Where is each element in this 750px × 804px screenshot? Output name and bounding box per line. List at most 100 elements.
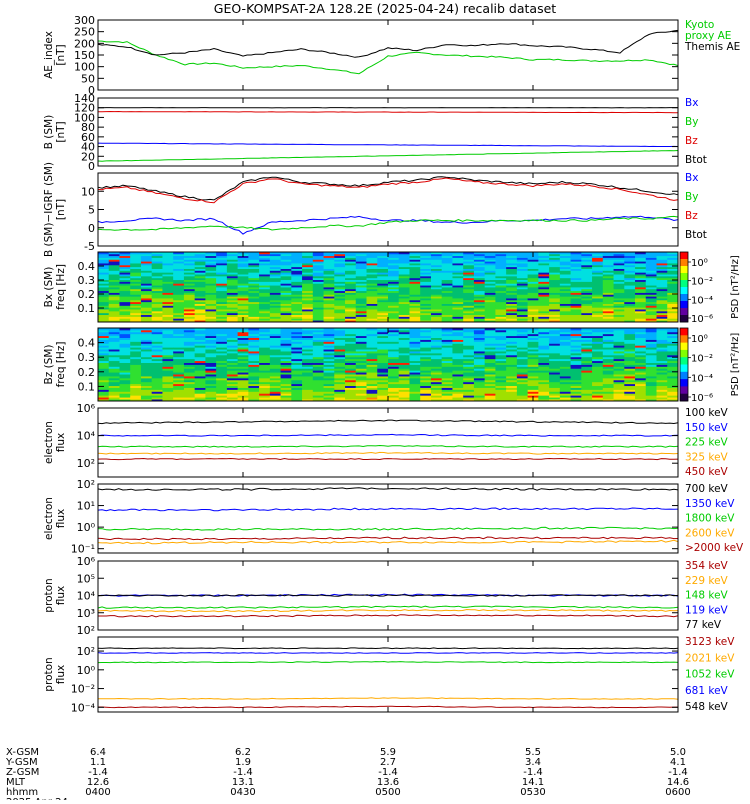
legend-entry: 229 keV xyxy=(685,575,729,587)
colorbar-segment xyxy=(680,335,688,343)
series-line-100-kev xyxy=(98,420,678,424)
series-line-by xyxy=(98,216,678,230)
y-tick-label: 50 xyxy=(81,72,95,85)
colorbar-label: PSD [nT²/Hz] xyxy=(730,333,741,397)
series-line-2600-kev xyxy=(98,540,678,543)
legend-entry: >2000 keV xyxy=(685,542,744,554)
colorbar-tick-label: 10⁻⁴ xyxy=(691,295,713,306)
y-tick-label: 100 xyxy=(74,61,95,74)
y-tick-label: 0.4 xyxy=(78,260,96,273)
colorbar-segment xyxy=(680,328,688,336)
panel-frame xyxy=(98,408,678,477)
colorbar-segment xyxy=(680,308,688,315)
y-tick-label: 10² xyxy=(77,457,95,470)
x-axis-value: 0530 xyxy=(520,787,545,798)
colorbar-segment xyxy=(680,394,688,402)
y-tick-label: 0.1 xyxy=(78,302,96,315)
colorbar-tick-label: 10⁰ xyxy=(691,334,708,345)
y-tick-label: 5 xyxy=(88,204,95,217)
legend-entry: Bz xyxy=(685,210,698,222)
legend-entry: 225 keV xyxy=(685,437,729,449)
y-tick-label: 150 xyxy=(74,49,95,62)
series-line-354-kev xyxy=(98,615,678,617)
series-line--2000-kev xyxy=(98,537,678,540)
x-axis-value: 0500 xyxy=(375,787,400,798)
y-axis-label: freq [Hz] xyxy=(55,264,67,310)
colorbar-tick-label: 10⁻⁶ xyxy=(691,393,713,404)
y-tick-label: 10¹ xyxy=(77,500,95,513)
y-tick-label: 0.1 xyxy=(78,380,96,393)
colorbar-segment xyxy=(680,357,688,365)
y-tick-label: 0.3 xyxy=(78,351,96,364)
series-line-by xyxy=(98,151,678,162)
colorbar-tick-label: 10⁻² xyxy=(691,354,713,365)
colorbar-segment xyxy=(680,266,688,273)
colorbar-segment xyxy=(680,343,688,351)
y-axis-label: [nT] xyxy=(55,199,67,220)
y-axis-label: flux xyxy=(55,665,67,684)
y-tick-label: 250 xyxy=(74,26,95,39)
series-line-themis-ae xyxy=(98,30,678,57)
figure-title: GEO-KOMPSAT-2A 128.2E (2025-04-24) recal… xyxy=(214,1,557,16)
series-line-btot xyxy=(98,177,678,200)
y-tick-label: 10⁰ xyxy=(77,521,96,534)
series-line-1350-kev xyxy=(98,508,678,511)
legend-entry: 1800 keV xyxy=(685,513,735,525)
colorbar-tick-label: 10⁻² xyxy=(691,277,713,288)
legend-entry: 1350 keV xyxy=(685,498,735,510)
y-tick-label: 10⁰ xyxy=(77,664,96,677)
y-tick-label: 10⁴ xyxy=(77,430,96,443)
y-tick-label: 10⁻⁴ xyxy=(71,701,96,714)
series-line-150-kev xyxy=(98,434,678,436)
series-line-548-kev xyxy=(98,648,678,649)
y-axis-label: proton xyxy=(43,657,55,691)
y-axis-label: B (SM)−IGRF (SM) xyxy=(43,162,55,257)
series-line-148-kev xyxy=(98,606,678,608)
y-axis-label: flux xyxy=(55,433,67,452)
series-line-225-kev xyxy=(98,446,678,448)
colorbar-segment xyxy=(680,365,688,373)
y-axis-label: proton xyxy=(43,578,55,612)
colorbar-segment xyxy=(680,379,688,387)
x-axis-value: 0430 xyxy=(230,787,255,798)
legend-entry: By xyxy=(685,191,698,203)
legend-entry: Bz xyxy=(685,135,698,147)
colorbar-segment xyxy=(680,301,688,308)
series-line-2021-kev xyxy=(98,698,678,700)
y-tick-label: 10³ xyxy=(77,607,95,620)
legend-entry: 150 keV xyxy=(685,422,729,434)
series-line-bx xyxy=(98,143,678,146)
legend-entry: Btot xyxy=(685,229,707,241)
series-line-1800-kev xyxy=(98,527,678,530)
series-line-450-kev xyxy=(98,459,678,460)
colorbar-segment xyxy=(680,252,688,259)
legend-entry: 354 keV xyxy=(685,560,729,572)
series-line-1052-kev xyxy=(98,662,678,663)
y-axis-label: freq [Hz] xyxy=(55,342,67,388)
legend-entry: 325 keV xyxy=(685,451,729,463)
y-tick-label: 0.3 xyxy=(78,274,96,287)
legend-entry: 700 keV xyxy=(685,483,729,495)
y-tick-label: 0.4 xyxy=(78,337,96,350)
legend-entry: Btot xyxy=(685,154,707,166)
y-tick-label: 10 xyxy=(81,185,95,198)
legend-entry: 450 keV xyxy=(685,466,729,478)
y-tick-label: 10⁶ xyxy=(77,402,96,415)
legend-entry: 681 keV xyxy=(685,685,729,697)
y-tick-label: 10⁵ xyxy=(77,572,95,585)
legend-entry: Bx xyxy=(685,97,698,109)
y-axis-label: electron xyxy=(43,421,55,464)
legend-entry: 148 keV xyxy=(685,590,729,602)
y-tick-label: 300 xyxy=(74,14,95,27)
series-line-bx xyxy=(98,216,678,234)
series-line-681-kev xyxy=(98,653,678,654)
colorbar-segment xyxy=(680,287,688,294)
colorbar-segment xyxy=(680,372,688,380)
